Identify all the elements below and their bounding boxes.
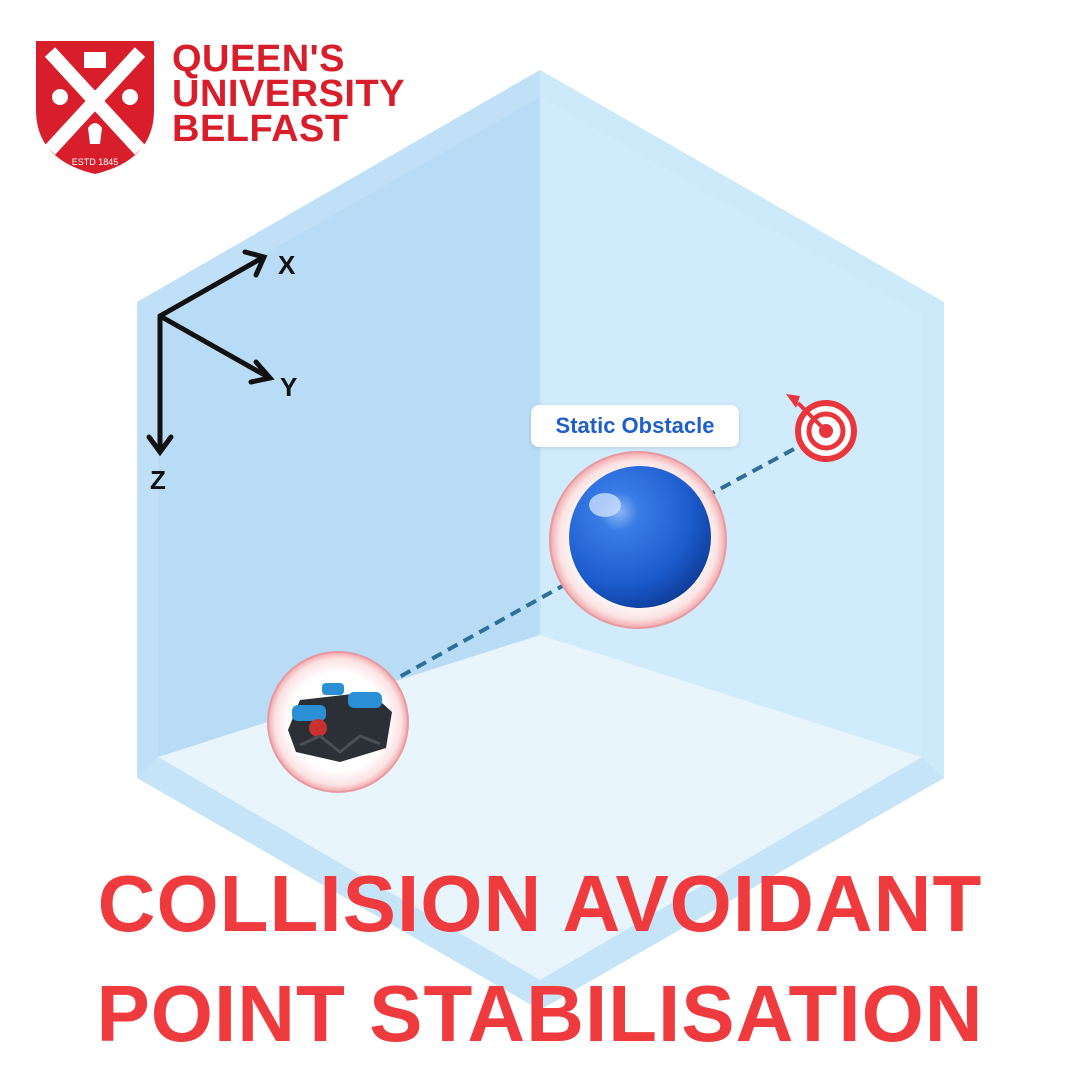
axis-x-label: X (278, 250, 296, 280)
title-line-1: COLLISION AVOIDANT (97, 859, 983, 948)
rov-thruster-left (292, 705, 326, 721)
coordinate-axes (146, 249, 275, 457)
rov-icon (267, 651, 409, 793)
obstacle-highlight (589, 493, 621, 517)
axis-y-arrowhead (248, 359, 275, 385)
axis-y (157, 313, 271, 380)
logo-line-1: QUEEN'S (172, 38, 346, 80)
title-line-2: POINT STABILISATION (96, 969, 984, 1058)
axis-z-label: Z (150, 465, 166, 495)
rov-thruster-right (348, 692, 382, 708)
svg-text:ESTD 1845: ESTD 1845 (72, 157, 119, 167)
rov-halo-ring (267, 651, 409, 793)
axis-x (157, 255, 265, 319)
rov-light (309, 719, 327, 737)
university-logo-text: QUEEN'S UNIVERSITY BELFAST (172, 38, 406, 150)
logo-line-2: UNIVERSITY (172, 73, 406, 115)
axis-x-arrowhead (242, 249, 268, 278)
obstacle-label: Static Obstacle (531, 405, 739, 447)
sphere-icon (549, 451, 727, 629)
crest-icon: ESTD 1845 (36, 41, 154, 174)
axis-y-label: Y (280, 372, 298, 402)
obstacle-sphere (569, 466, 711, 608)
logo-line-3: BELFAST (172, 108, 349, 150)
target-icon (786, 394, 857, 462)
rov-top-tube (322, 683, 344, 695)
axis-z-arrowhead (146, 434, 174, 457)
obstacle-halo-ring (549, 451, 727, 629)
